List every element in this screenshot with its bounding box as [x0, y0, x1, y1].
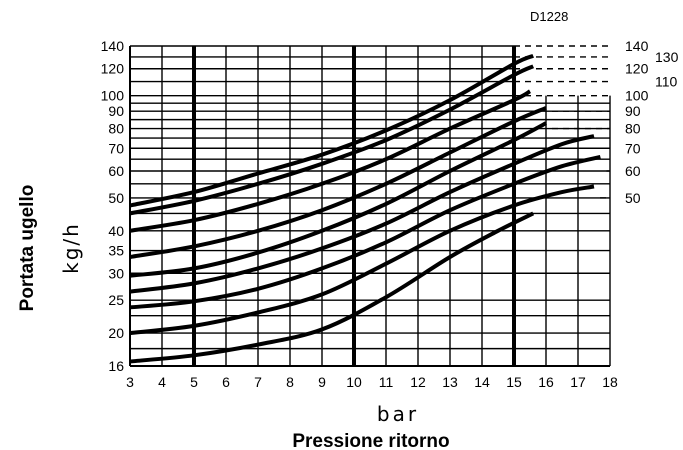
series-line-5 — [129, 121, 547, 278]
x-tick-label: 15 — [506, 374, 522, 390]
right-tick-label: 100 — [625, 88, 649, 104]
grid — [129, 45, 611, 367]
right-tick-label: 70 — [625, 140, 641, 156]
x-tick-label: 12 — [410, 374, 426, 390]
series-line-6 — [129, 106, 547, 259]
x-unit: bar — [377, 402, 419, 426]
y-axis-title: Portata ugello — [17, 185, 38, 312]
right-tick-label: 60 — [625, 163, 641, 179]
x-tick-label: 13 — [442, 374, 458, 390]
x-tick-label: 6 — [222, 374, 230, 390]
y-tick-label: 100 — [101, 88, 125, 104]
series-line-1 — [129, 211, 535, 364]
y-tick-label: 40 — [108, 223, 124, 239]
chart-code: D1228 — [530, 9, 568, 24]
y-tick-label: 60 — [108, 163, 124, 179]
right-tick-label: 50 — [625, 190, 641, 206]
x-tick-label: 4 — [158, 374, 166, 390]
y-unit: kg/h — [59, 222, 83, 274]
y-tick-label: 50 — [108, 190, 124, 206]
curves — [129, 53, 601, 364]
x-axis-title: Pressione ritorno — [292, 431, 449, 450]
x-tick-label: 16 — [538, 374, 554, 390]
right-tick-label: 130 — [655, 49, 679, 65]
y-tick-label: 16 — [108, 358, 124, 374]
x-tick-label: 17 — [570, 374, 586, 390]
y-tick-label: 30 — [108, 265, 124, 281]
series-line-9 — [129, 53, 535, 208]
y-tick-label: 80 — [108, 121, 124, 137]
series-line-3 — [129, 154, 601, 310]
x-tick-label: 5 — [190, 374, 198, 390]
x-tick-label: 7 — [254, 374, 262, 390]
series-line-8 — [129, 64, 535, 216]
x-tick-label: 9 — [318, 374, 326, 390]
x-tick-label: 18 — [602, 374, 618, 390]
right-tick-label: 80 — [625, 121, 641, 137]
x-tick-label: 11 — [379, 374, 394, 390]
y-tick-label: 140 — [101, 38, 125, 54]
x-tick-labels: 3 4 5 6 7 8 9 10 11 12 13 14 15 16 17 18 — [126, 374, 618, 390]
series-line-4 — [129, 134, 595, 294]
right-tick-label: 110 — [655, 74, 678, 90]
right-tick-label: 90 — [625, 103, 641, 119]
y-tick-label: 90 — [108, 103, 124, 119]
series-line-2 — [129, 184, 595, 336]
y-tick-label: 120 — [101, 61, 125, 77]
series-line-7 — [129, 89, 532, 233]
x-tick-label: 14 — [474, 374, 490, 390]
right-tick-label: 120 — [625, 61, 649, 77]
x-tick-label: 3 — [126, 374, 134, 390]
y-tick-label: 35 — [108, 243, 124, 259]
y-tick-label: 25 — [108, 292, 124, 308]
y-tick-label: 70 — [108, 140, 124, 156]
x-tick-label: 10 — [346, 374, 362, 390]
y-tick-label: 20 — [108, 325, 124, 341]
x-tick-label: 8 — [286, 374, 294, 390]
right-tick-label: 140 — [625, 38, 649, 54]
